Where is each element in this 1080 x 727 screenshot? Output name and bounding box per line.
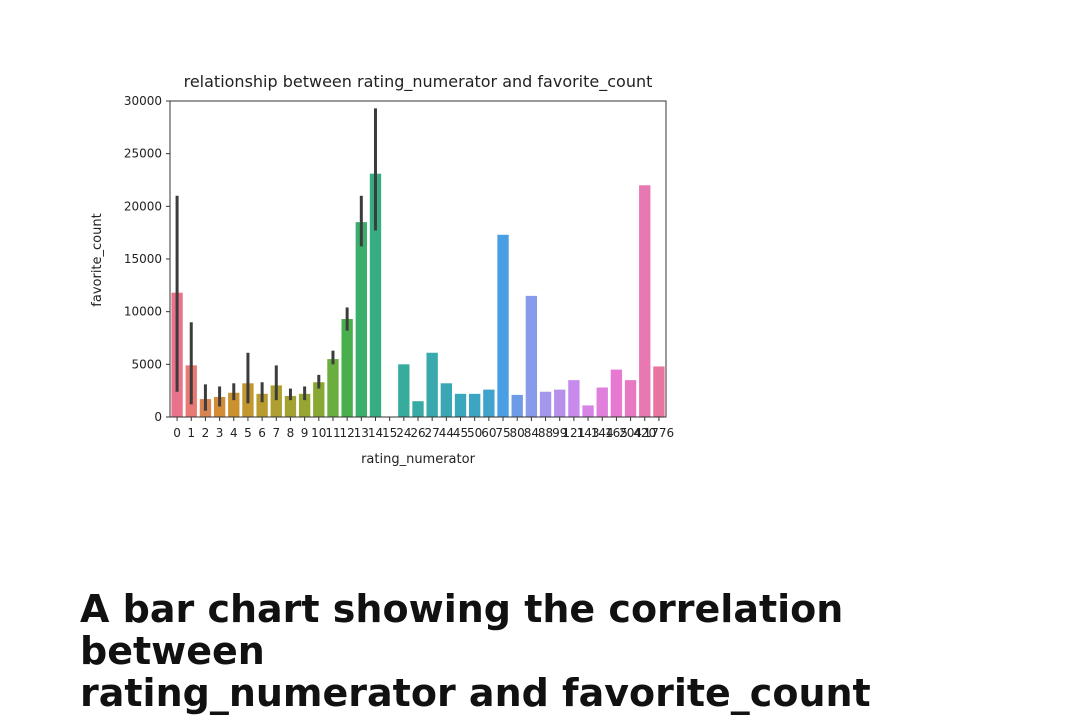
x-tick-label-6: 6 xyxy=(258,426,266,440)
bars-layer xyxy=(171,173,665,417)
bar-8 xyxy=(284,395,297,417)
x-tick-label-420: 420 xyxy=(633,426,656,440)
x-tick-label-11: 11 xyxy=(325,426,340,440)
bar-11 xyxy=(327,359,339,417)
x-tick-label-9: 9 xyxy=(301,426,309,440)
x-tick-label-1: 1 xyxy=(187,426,195,440)
bar-121 xyxy=(568,380,580,417)
plot-frame xyxy=(169,100,667,418)
bar-80 xyxy=(511,394,523,417)
y-tick-label-10000: 10000 xyxy=(124,305,162,319)
x-tick-label-13: 13 xyxy=(354,426,369,440)
x-tick-label-143: 143 xyxy=(577,426,600,440)
x-axis-label: rating_numerator xyxy=(361,452,476,467)
bar-420 xyxy=(639,185,651,417)
bar-44 xyxy=(440,383,453,417)
chart-canvas: relationship between rating_numerator an… xyxy=(90,72,674,467)
x-tick-label-1776: 1776 xyxy=(644,426,675,440)
y-tick-label-30000: 30000 xyxy=(124,94,162,108)
bar-144 xyxy=(596,387,608,417)
x-tick-label-12: 12 xyxy=(340,426,355,440)
bar-7 xyxy=(270,385,282,417)
x-tick-label-60: 60 xyxy=(481,426,496,440)
x-axis-ticks: 0 1 2 3 4 5 6 7 8 9 101112131415242627444550607580… xyxy=(173,417,674,440)
bar-13 xyxy=(355,222,367,417)
bar-84 xyxy=(525,295,538,417)
x-tick-label-144: 144 xyxy=(591,426,614,440)
y-axis-label: favorite_count xyxy=(90,213,105,306)
x-tick-label-24: 24 xyxy=(396,426,411,440)
x-tick-label-99: 99 xyxy=(552,426,567,440)
chart-title: relationship between rating_numerator an… xyxy=(184,72,653,92)
x-tick-label-8: 8 xyxy=(287,426,295,440)
x-tick-label-14: 14 xyxy=(368,426,383,440)
x-tick-label-27: 27 xyxy=(425,426,440,440)
x-tick-label-44: 44 xyxy=(439,426,454,440)
bar-165 xyxy=(610,369,623,417)
caption-line-2: rating_numerator and favorite_count xyxy=(80,671,871,715)
x-tick-label-5: 5 xyxy=(244,426,252,440)
y-tick-label-15000: 15000 xyxy=(124,252,162,266)
bar-143 xyxy=(582,405,594,417)
bar-chart: relationship between rating_numerator an… xyxy=(90,72,674,467)
x-tick-label-45: 45 xyxy=(453,426,468,440)
bar-10 xyxy=(313,382,325,417)
x-tick-label-80: 80 xyxy=(510,426,525,440)
x-tick-label-0: 0 xyxy=(173,426,181,440)
bar-88 xyxy=(539,391,552,417)
x-tick-label-15: 15 xyxy=(382,426,397,440)
caption-line-1: A bar chart showing the correlation betw… xyxy=(80,587,844,673)
x-tick-label-88: 88 xyxy=(538,426,553,440)
bar-27 xyxy=(426,352,438,417)
y-tick-label-25000: 25000 xyxy=(124,147,162,161)
bar-99 xyxy=(554,389,566,417)
bar-60 xyxy=(483,389,495,417)
y-axis-ticks: 0 5000 10000 15000 20000 25000 30000 xyxy=(124,94,170,424)
x-tick-label-3: 3 xyxy=(216,426,224,440)
bar-4 xyxy=(228,392,240,417)
bar-3 xyxy=(213,396,226,417)
x-tick-label-165: 165 xyxy=(605,426,628,440)
bar-45 xyxy=(454,393,467,417)
x-tick-label-204: 204 xyxy=(619,426,642,440)
x-tick-label-10: 10 xyxy=(311,426,326,440)
bar-1776 xyxy=(653,366,665,417)
y-tick-label-5000: 5000 xyxy=(131,357,162,371)
bar-24 xyxy=(398,364,410,417)
bar-12 xyxy=(341,319,353,417)
y-tick-label-0: 0 xyxy=(154,410,162,424)
bar-14 xyxy=(369,173,382,417)
x-tick-label-4: 4 xyxy=(230,426,238,440)
bar-204 xyxy=(624,380,637,417)
bar-50 xyxy=(469,393,481,417)
x-tick-label-121: 121 xyxy=(562,426,585,440)
x-tick-label-75: 75 xyxy=(495,426,510,440)
x-tick-label-26: 26 xyxy=(410,426,425,440)
error-bars-layer xyxy=(175,108,377,411)
x-tick-label-50: 50 xyxy=(467,426,482,440)
figure-caption: A bar chart showing the correlation betw… xyxy=(80,588,1040,714)
x-tick-label-84: 84 xyxy=(524,426,539,440)
y-tick-label-20000: 20000 xyxy=(124,199,162,213)
bar-6 xyxy=(256,393,268,417)
x-tick-label-2: 2 xyxy=(202,426,210,440)
bar-75 xyxy=(497,234,509,417)
bar-9 xyxy=(298,393,311,417)
bar-26 xyxy=(412,401,424,417)
x-tick-label-7: 7 xyxy=(272,426,280,440)
